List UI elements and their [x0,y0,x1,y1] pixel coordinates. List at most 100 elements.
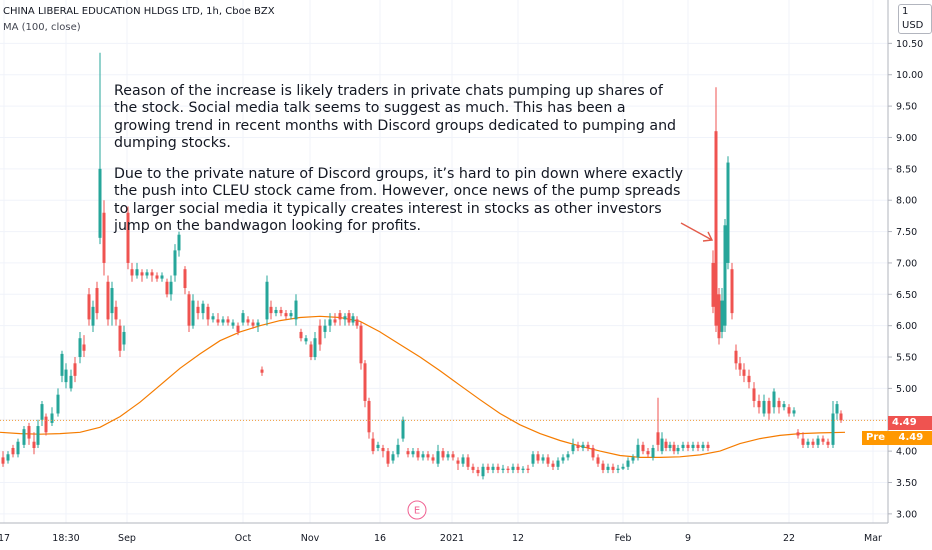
candle-body [611,466,615,470]
candle-body [656,432,660,445]
pre-price-text: 4.49 [898,432,924,443]
y-tick-label: 8.50 [896,164,917,175]
candle-body [664,441,668,448]
candle-body [269,306,273,314]
ma-line [0,315,846,458]
candle-body [284,313,288,317]
candle-body [596,457,600,464]
last-price-label: 4.49 [888,416,932,430]
earnings-marker [407,500,427,520]
candle-body [221,319,225,323]
pre-label-text: Pre [866,432,886,443]
candle-body [747,375,751,383]
candle-body [792,410,796,414]
x-tick-label: 22 [783,533,795,544]
candle-body [546,457,550,464]
candle-body [734,350,738,364]
candle-body [726,162,730,263]
pre-market-label: Pre 4.49 [862,431,932,445]
candle-body [686,444,690,448]
indicator-label[interactable]: MA (100, close) [3,22,81,33]
candle-body [696,444,700,448]
candle-body [318,325,322,345]
candle-body [636,444,640,458]
candle-body [313,338,317,358]
candle-body [294,300,298,320]
candle-body [436,451,440,464]
candle-body [411,451,415,455]
candle-body [98,168,102,238]
candle-body [451,454,455,458]
candle-body [110,288,114,314]
candle-body [720,300,724,332]
candle-body [11,447,15,455]
candle-body [421,454,425,458]
candle-body [541,457,545,461]
candle-body [140,272,144,276]
candle-body [169,281,173,295]
y-tick-label: 7.00 [896,258,917,269]
candle-body [426,454,430,458]
candle-body [165,281,169,295]
candle-body [521,468,525,470]
candle-body [801,438,805,445]
annotation-paragraph-1: Reason of the increase is likely traders… [114,83,677,151]
candle-body [621,466,625,469]
candle-body [551,463,555,467]
y-tick-label: 5.00 [896,384,917,395]
candle-body [536,454,540,461]
candle-body [826,441,830,445]
x-tick-label: Nov [301,533,320,544]
candle-body [839,413,843,421]
candle-body [626,460,630,467]
candle-body [631,457,635,461]
candle-body [87,294,91,320]
earnings-marker-label: E [414,506,420,517]
candle-body [431,457,435,461]
candle-body [831,413,835,445]
candle-body [441,451,445,458]
candle-body [130,269,134,276]
candle-body [145,272,149,276]
candle-body [371,438,375,452]
candle-body [274,309,278,314]
candle-body [347,313,351,323]
candle-body [787,407,791,414]
candle-body [201,303,205,314]
candle-body [206,306,210,320]
candle-body [796,432,800,436]
x-tick-label: 2021 [440,533,464,544]
candle-body [416,451,420,458]
y-tick-label: 3.00 [896,509,917,520]
candle-body [381,447,385,452]
candle-body [69,375,73,389]
candle-body [711,262,715,307]
candle-body [767,400,771,414]
candle-body [561,457,565,461]
candle-body [821,438,825,442]
candle-body [122,331,126,345]
candle-body [723,225,727,326]
x-tick-label: Oct [235,533,252,544]
candle-body [323,325,327,332]
candle-body [256,322,260,326]
currency-button[interactable]: 1 USD [898,4,932,34]
candle-body [1,457,5,464]
y-tick-label: 4.00 [896,447,917,458]
candle-body [391,454,395,461]
candle-body [386,451,390,464]
candle-body [516,466,520,470]
x-tick-label: 9 [685,533,691,544]
candle-body [681,444,685,448]
candle-body [581,444,585,448]
candle-body [466,457,470,467]
candle-body [328,319,332,326]
candle-body [668,444,672,448]
candle-body [601,463,605,470]
y-tick-label: 3.50 [896,478,917,489]
y-tick-label: 9.00 [896,133,917,144]
candle-body [216,319,220,323]
candle-body [177,234,181,251]
candle-body [806,441,810,445]
